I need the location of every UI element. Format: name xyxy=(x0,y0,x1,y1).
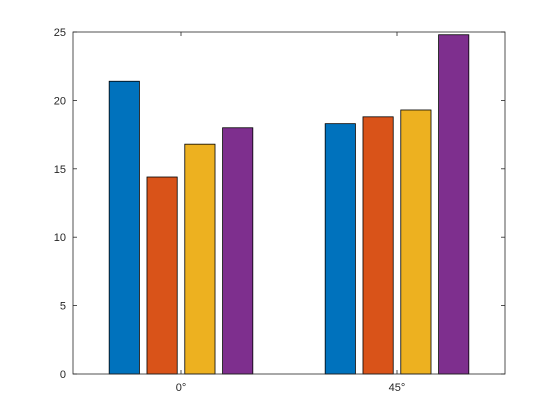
bar-4-1 xyxy=(222,127,254,375)
y-tick-label: 0 xyxy=(60,369,66,381)
bar-3-2 xyxy=(400,109,432,375)
y-tick-label: 15 xyxy=(54,164,66,176)
bar-2-1 xyxy=(146,176,178,375)
bar-group xyxy=(108,34,470,375)
bar-2-2 xyxy=(362,116,394,375)
y-tick-labels: 0 5 10 15 20 25 xyxy=(54,27,66,381)
plot-area-box xyxy=(72,31,506,375)
x-tick-label: 0° xyxy=(176,382,187,394)
bar-4-2 xyxy=(438,34,470,375)
y-tick-label: 25 xyxy=(54,27,66,39)
y-tick-label: 20 xyxy=(54,95,66,107)
x-tick-label: 45° xyxy=(389,382,406,394)
y-tick-label: 5 xyxy=(60,301,66,313)
bar-3-1 xyxy=(184,143,216,375)
x-tick-labels: 0° 45° xyxy=(176,382,406,394)
bar-1-2 xyxy=(324,123,356,375)
y-tick-label: 10 xyxy=(54,232,66,244)
bar-1-1 xyxy=(108,80,140,375)
